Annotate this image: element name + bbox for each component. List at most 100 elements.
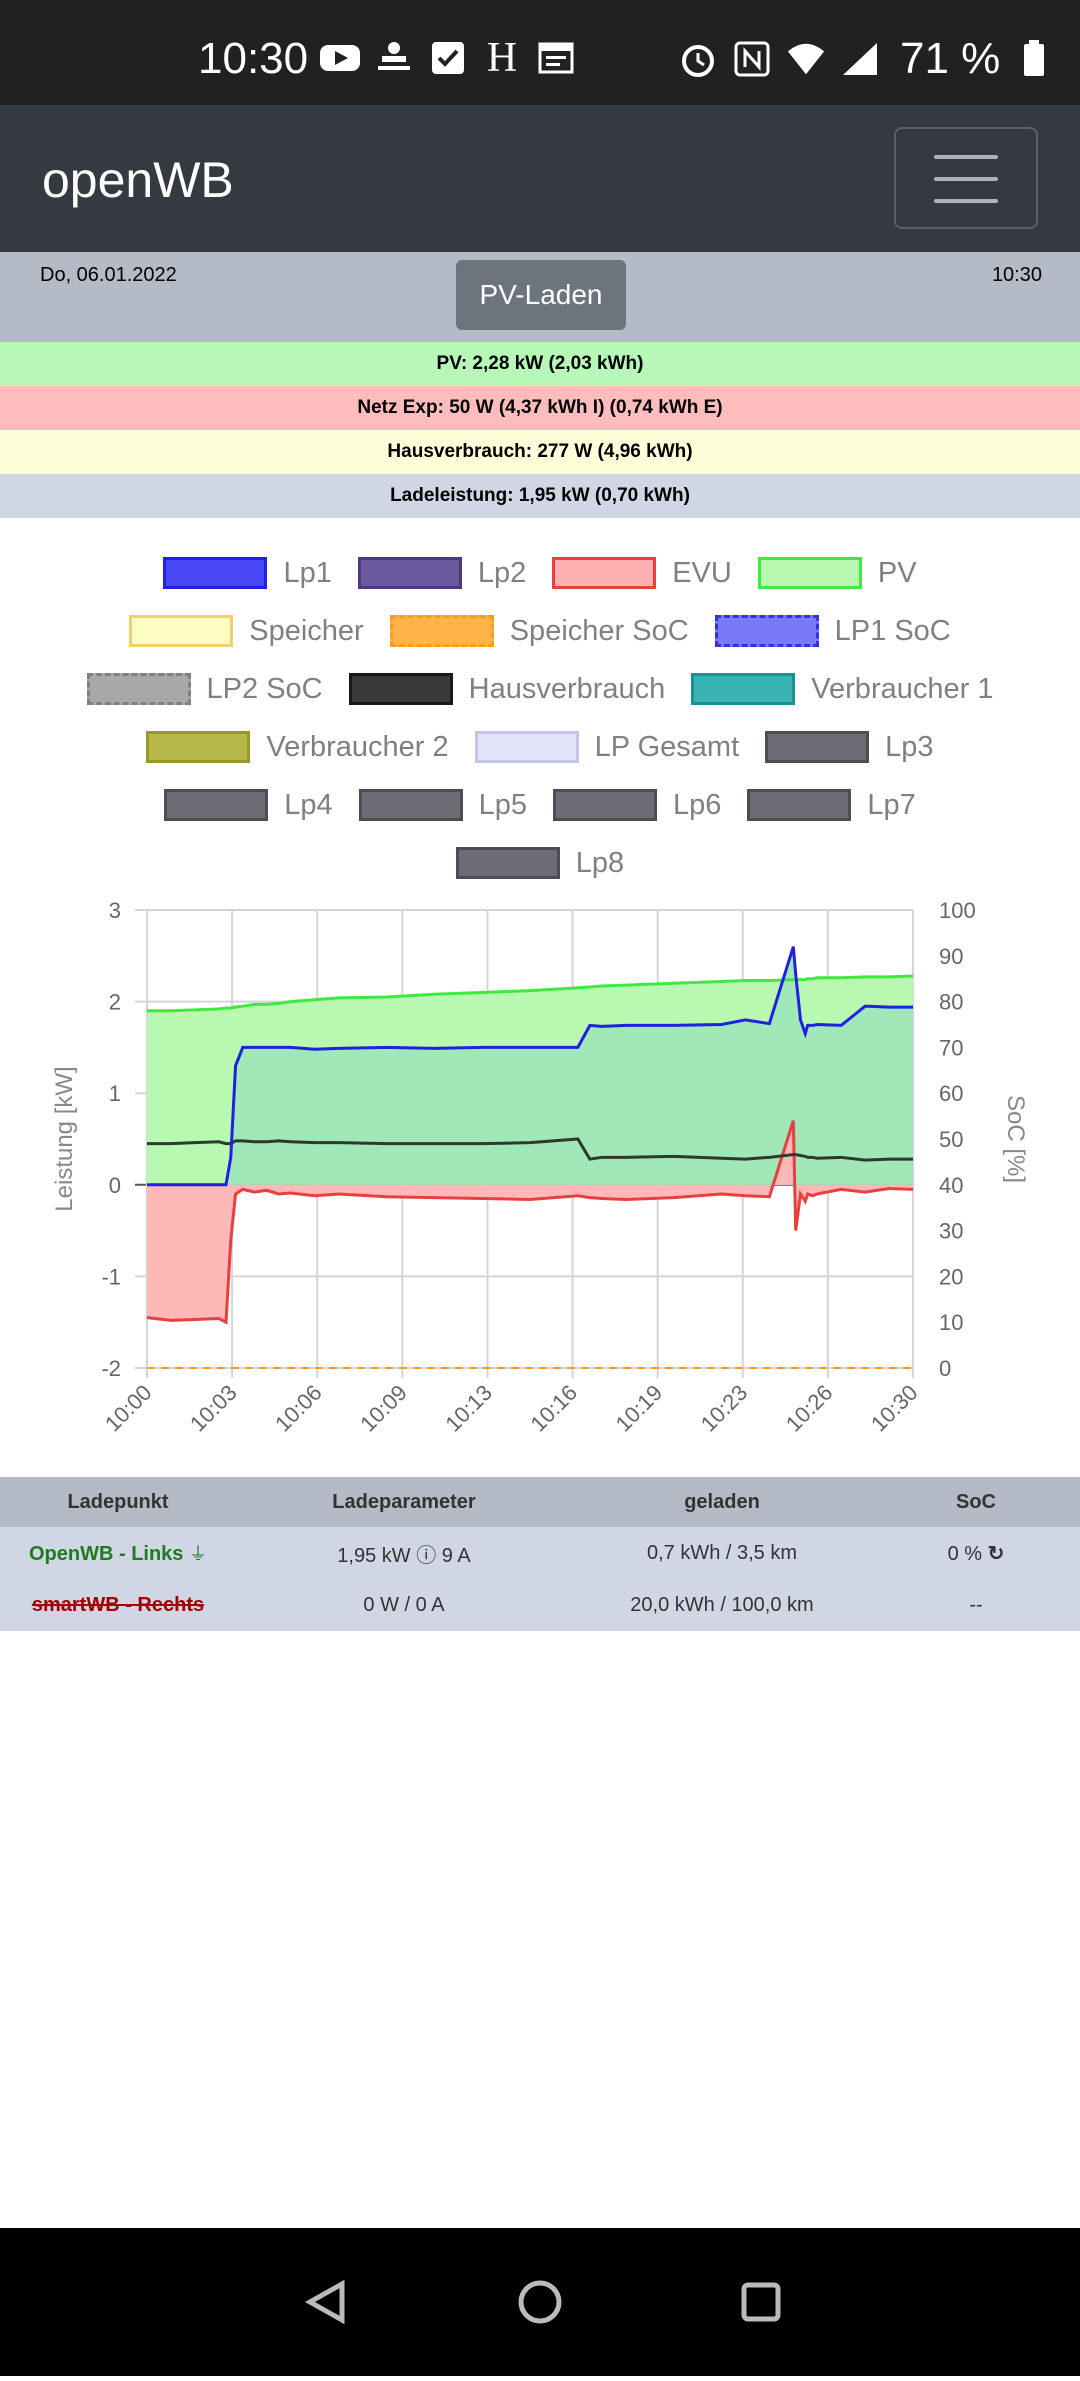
- legend-swatch: [757, 557, 862, 589]
- calendar-icon: [536, 38, 576, 78]
- legend-item[interactable]: Verbraucher 2: [146, 730, 449, 764]
- h-icon: H: [486, 35, 518, 81]
- netz-strip: Netz Exp: 50 W (4,37 kWh I) (0,74 kWh E): [0, 386, 1080, 430]
- chargepoint-name[interactable]: OpenWB - Links: [28, 1543, 184, 1565]
- y2-tick-label: 40: [939, 1173, 963, 1198]
- nfc-icon: [732, 39, 772, 79]
- y-tick-label: 1: [109, 1081, 121, 1106]
- legend-swatch: [552, 557, 657, 589]
- hausverbrauch-strip: Hausverbrauch: 277 W (4,96 kWh): [0, 430, 1080, 474]
- charge-mode-button[interactable]: PV-Laden: [456, 260, 626, 330]
- pv-line: [147, 974, 914, 1013]
- back-icon[interactable]: [304, 2279, 345, 2325]
- y2-tick-label: 30: [939, 1219, 963, 1244]
- legend-label: LP2 SoC: [206, 672, 323, 705]
- battery-icon: [1014, 39, 1054, 79]
- legend-row: Lp4 Lp5 Lp6 Lp7: [0, 780, 1080, 830]
- chargepoint-soc: 0 %: [947, 1542, 983, 1565]
- chargepoint-soc: --: [969, 1593, 983, 1616]
- legend-label: Hausverbrauch: [468, 672, 666, 705]
- legend-swatch: [163, 557, 268, 589]
- legend-row: Verbraucher 2 LP Gesamt Lp3: [0, 722, 1080, 772]
- legend-swatch: [765, 731, 870, 763]
- y2-tick-label: 50: [939, 1127, 963, 1152]
- x-tick-label: 10:13: [440, 1380, 497, 1437]
- legend-item[interactable]: Lp3: [765, 731, 934, 764]
- legend-item[interactable]: Lp7: [747, 789, 916, 822]
- legend-swatch: [455, 847, 560, 879]
- alarm-icon: [678, 39, 718, 79]
- x-tick-label: 10:00: [100, 1380, 157, 1437]
- lp1-line: [147, 946, 913, 1187]
- y-tick-label: 2: [109, 990, 121, 1015]
- legend-label: Lp2: [477, 556, 527, 589]
- legend-item[interactable]: Speicher SoC: [389, 615, 689, 648]
- pv-strip: PV: 2,28 kW (2,03 kWh): [0, 342, 1080, 386]
- y2-tick-label: 90: [939, 944, 963, 969]
- x-tick-label: 10:09: [355, 1380, 412, 1437]
- legend-item[interactable]: Verbraucher 1: [691, 673, 993, 706]
- legend-label: Lp5: [478, 788, 527, 821]
- legend-label: PV: [877, 556, 917, 589]
- legend-label: Lp4: [284, 788, 333, 821]
- chargepoint-geladen: 0,7 kWh / 3,5 km: [646, 1541, 798, 1564]
- legend-item[interactable]: EVU: [552, 557, 732, 590]
- legend-swatch: [86, 673, 191, 705]
- table-row[interactable]: OpenWB - Links ⏚ 1,95 kW ⓘ 9 A 0,7 kWh /…: [0, 1527, 1080, 1579]
- y2-tick-label: 20: [939, 1264, 963, 1289]
- legend-item[interactable]: Lp1: [163, 557, 332, 590]
- legend-item[interactable]: Lp2: [357, 556, 527, 590]
- legend-item[interactable]: Lp6: [553, 789, 721, 822]
- y-tick-label: 3: [109, 898, 121, 923]
- legend-label: EVU: [672, 556, 732, 589]
- y2-tick-label: 70: [939, 1035, 963, 1060]
- legend-swatch: [553, 789, 657, 821]
- legend-item[interactable]: Lp8: [455, 847, 624, 880]
- date-text: Do, 06.01.2022: [40, 264, 177, 286]
- legend-item[interactable]: LP2 SoC: [86, 672, 323, 706]
- header-soc: SoC: [956, 1490, 996, 1513]
- header-ladepunkt: Ladepunkt: [67, 1490, 169, 1513]
- legend-row: Lp8: [0, 838, 1080, 888]
- chargepoint-name[interactable]: smartWB - Rechts: [31, 1593, 205, 1616]
- home-icon[interactable]: [518, 2280, 562, 2324]
- x-tick-label: 10:16: [525, 1380, 582, 1437]
- legend-label: Verbraucher 2: [266, 730, 449, 763]
- info-bar: Do, 06.01.2022 PV-Laden 10:30: [0, 252, 1080, 342]
- legend-swatch: [747, 789, 852, 821]
- legend-row: Lp1 Lp2 EVU PV: [0, 548, 1080, 598]
- legend-item[interactable]: Lp5: [358, 788, 527, 822]
- app-icon: [374, 38, 414, 78]
- table-row[interactable]: smartWB - Rechts 0 W / 0 A 20,0 kWh / 10…: [0, 1579, 1080, 1631]
- legend-row: Speicher Speicher SoC LP1 SoC: [0, 606, 1080, 656]
- y-tick-label: -1: [101, 1264, 121, 1289]
- x-tick-label: 10:03: [185, 1380, 242, 1437]
- app-navbar: openWB: [0, 105, 1080, 252]
- lp1-area: [147, 946, 913, 1185]
- x-tick-label: 10:30: [866, 1380, 923, 1437]
- brand-title[interactable]: openWB: [42, 152, 234, 208]
- x-tick-label: 10:26: [781, 1380, 838, 1437]
- check-icon: [428, 38, 468, 78]
- table-header: Ladepunkt Ladeparameter geladen SoC: [0, 1477, 1080, 1527]
- legend-label: Verbraucher 1: [811, 672, 994, 705]
- refresh-icon[interactable]: ↻: [987, 1542, 1005, 1565]
- y2-axis-title: SoC [%]: [1002, 1095, 1029, 1183]
- legend-swatch: [474, 731, 579, 763]
- legend-item[interactable]: LP1 SoC: [714, 615, 951, 648]
- legend-item[interactable]: Speicher: [129, 615, 364, 648]
- y2-tick-label: 60: [939, 1081, 963, 1106]
- plug-icon: ⏚: [189, 1544, 207, 1564]
- recents-icon[interactable]: [741, 2282, 781, 2322]
- legend-item[interactable]: PV: [757, 556, 917, 590]
- header-ladeparameter: Ladeparameter: [332, 1490, 476, 1513]
- time-text: 10:30: [991, 264, 1042, 286]
- legend-item[interactable]: Lp4: [164, 788, 333, 822]
- legend-item[interactable]: Hausverbrauch: [348, 672, 666, 706]
- y2-tick-label: 10: [939, 1310, 963, 1335]
- legend-item[interactable]: LP Gesamt: [474, 731, 739, 764]
- menu-toggle-button[interactable]: [894, 127, 1038, 229]
- evu-area: [147, 1120, 913, 1323]
- status-time: 10:30: [198, 34, 309, 83]
- legend-swatch: [691, 673, 796, 705]
